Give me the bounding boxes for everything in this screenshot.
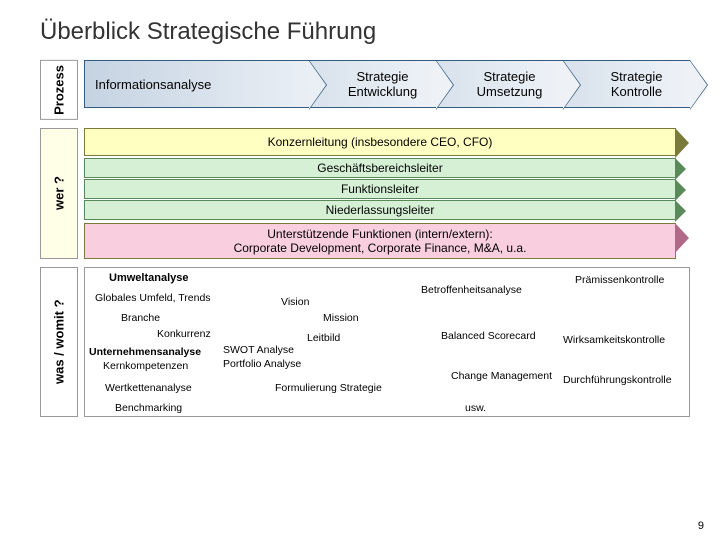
wer-top-arrow: Konzernleitung (insbesondere CEO, CFO): [84, 128, 676, 156]
arrow-kontrolle: Strategie Kontrolle: [563, 60, 690, 108]
wer-content: Konzernleitung (insbesondere CEO, CFO) G…: [84, 128, 690, 259]
wer-mid-stack: Geschäftsbereichsleiter Funktionsleiter …: [84, 158, 676, 221]
col-head-1: Umweltanalyse: [109, 272, 188, 284]
prozess-content: Informationsanalyse Strategie Entwicklun…: [84, 60, 690, 120]
womit-item: Unternehmensanalyse: [89, 346, 201, 358]
womit-item: Benchmarking: [115, 402, 182, 414]
womit-item: Globales Umfeld, Trends: [95, 292, 211, 304]
womit-item: Kernkompetenzen: [103, 360, 188, 372]
womit-item: usw.: [465, 402, 486, 414]
womit-item: Wirksamkeitskontrolle: [563, 334, 665, 346]
prozess-label: Prozess: [40, 60, 78, 120]
wer-bottom-arrow: Unterstützende Funktionen (intern/extern…: [84, 223, 676, 259]
womit-section: was / womit ? Umweltanalyse Betroffenhei…: [40, 267, 690, 417]
col-head-2: Betroffenheitsanalyse: [421, 284, 522, 296]
womit-item: Change Management: [451, 370, 552, 382]
wer-section: wer ? Konzernleitung (insbesondere CEO, …: [40, 128, 690, 259]
page-title: Überblick Strategische Führung: [0, 0, 720, 60]
wer-mid-1: Geschäftsbereichsleiter: [84, 158, 676, 178]
womit-content-wrap: Umweltanalyse Betroffenheitsanalyse Präm…: [84, 267, 690, 417]
page-number: 9: [698, 520, 704, 532]
womit-item: Mission: [323, 312, 359, 324]
womit-item: Konkurrenz: [157, 328, 211, 340]
womit-label: was / womit ?: [40, 267, 78, 417]
arrow-entwicklung: Strategie Entwicklung: [309, 60, 436, 108]
womit-item: Formulierung Strategie: [275, 382, 382, 394]
womit-item: Branche: [121, 312, 160, 324]
wer-label: wer ?: [40, 128, 78, 259]
wer-mid-2: Funktionsleiter: [84, 179, 676, 199]
womit-item: SWOT Analyse: [223, 344, 294, 356]
womit-item: Vision: [281, 296, 309, 308]
arrow-informationsanalyse: Informationsanalyse: [84, 60, 309, 108]
womit-item: Wertkettenanalyse: [105, 382, 192, 394]
womit-item: Durchführungskontrolle: [563, 374, 672, 386]
prozess-section: Prozess Informationsanalyse Strategie En…: [40, 60, 690, 120]
womit-content: Umweltanalyse Betroffenheitsanalyse Präm…: [84, 267, 690, 417]
womit-item: Portfolio Analyse: [223, 358, 301, 370]
womit-item: Balanced Scorecard: [441, 330, 536, 342]
col-head-3: Prämissenkontrolle: [575, 274, 664, 286]
arrow-umsetzung: Strategie Umsetzung: [436, 60, 563, 108]
wer-mid-3: Niederlassungsleiter: [84, 200, 676, 220]
womit-item: Leitbild: [307, 332, 340, 344]
